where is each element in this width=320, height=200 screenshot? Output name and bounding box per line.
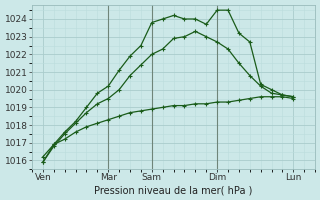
X-axis label: Pression niveau de la mer( hPa ): Pression niveau de la mer( hPa ) <box>94 185 253 195</box>
